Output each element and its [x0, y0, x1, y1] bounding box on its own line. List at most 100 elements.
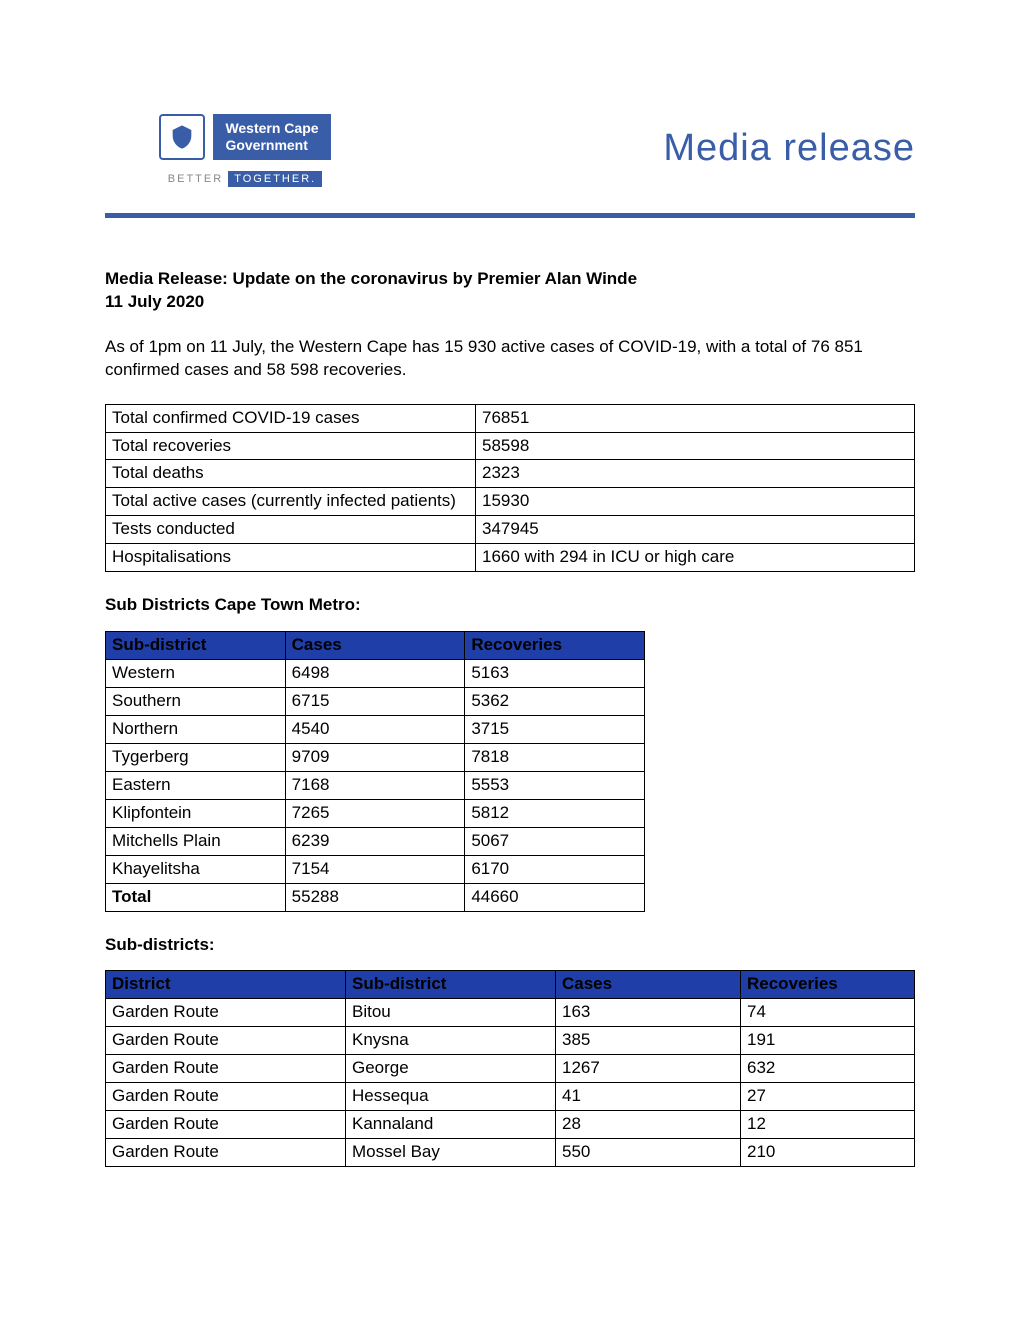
- table-cell: 55288: [285, 883, 465, 911]
- table-cell: 191: [741, 1027, 915, 1055]
- table-row: Total recoveries58598: [106, 432, 915, 460]
- table-row: Tygerberg97097818: [106, 743, 645, 771]
- table-cell: 210: [741, 1139, 915, 1167]
- districts-table: DistrictSub-districtCasesRecoveries Gard…: [105, 970, 915, 1167]
- table-cell: Bitou: [346, 999, 556, 1027]
- table-cell: 44660: [465, 883, 645, 911]
- table-row: Khayelitsha71546170: [106, 855, 645, 883]
- logo-text: Western Cape Government: [213, 114, 330, 160]
- column-header: Sub-district: [106, 632, 286, 660]
- table-cell: Mossel Bay: [346, 1139, 556, 1167]
- table-cell: Khayelitsha: [106, 855, 286, 883]
- metro-heading: Sub Districts Cape Town Metro:: [105, 594, 915, 617]
- total-row: Total5528844660: [106, 883, 645, 911]
- table-cell: Total: [106, 883, 286, 911]
- tagline: BETTER TOGETHER.: [168, 172, 322, 187]
- table-cell: 6239: [285, 827, 465, 855]
- table-cell: Klipfontein: [106, 799, 286, 827]
- summary-label: Total confirmed COVID-19 cases: [106, 404, 476, 432]
- banner-top: Western Cape Government BETTER TOGETHER.…: [105, 110, 915, 195]
- table-row: Total active cases (currently infected p…: [106, 488, 915, 516]
- table-cell: Northern: [106, 715, 286, 743]
- table-cell: Eastern: [106, 771, 286, 799]
- table-row: Garden RouteGeorge1267632: [106, 1055, 915, 1083]
- table-row: Garden RouteKnysna385191: [106, 1027, 915, 1055]
- summary-value: 58598: [476, 432, 915, 460]
- table-cell: 5362: [465, 688, 645, 716]
- summary-value: 347945: [476, 516, 915, 544]
- table-cell: 5812: [465, 799, 645, 827]
- table-cell: 41: [556, 1083, 741, 1111]
- table-cell: 5067: [465, 827, 645, 855]
- table-cell: 6170: [465, 855, 645, 883]
- table-row: Mitchells Plain62395067: [106, 827, 645, 855]
- table-cell: 5553: [465, 771, 645, 799]
- table-row: Garden RouteMossel Bay550210: [106, 1139, 915, 1167]
- table-cell: Garden Route: [106, 1139, 346, 1167]
- table-cell: Garden Route: [106, 1055, 346, 1083]
- table-row: Eastern71685553: [106, 771, 645, 799]
- table-cell: 385: [556, 1027, 741, 1055]
- column-header: Sub-district: [346, 971, 556, 999]
- table-cell: 6498: [285, 660, 465, 688]
- tagline-boxed: TOGETHER.: [228, 171, 322, 187]
- table-cell: 632: [741, 1055, 915, 1083]
- logo-block: Western Cape Government BETTER TOGETHER.: [105, 110, 385, 187]
- column-header: Cases: [556, 971, 741, 999]
- table-cell: 550: [556, 1139, 741, 1167]
- column-header: Recoveries: [741, 971, 915, 999]
- summary-value: 15930: [476, 488, 915, 516]
- table-cell: Knysna: [346, 1027, 556, 1055]
- summary-value: 76851: [476, 404, 915, 432]
- table-cell: 12: [741, 1111, 915, 1139]
- metro-table: Sub-districtCasesRecoveries Western64985…: [105, 631, 645, 911]
- logo-line2: Government: [225, 137, 318, 154]
- table-cell: 7168: [285, 771, 465, 799]
- table-cell: 163: [556, 999, 741, 1027]
- districts-heading: Sub-districts:: [105, 934, 915, 957]
- table-cell: 7265: [285, 799, 465, 827]
- table-row: Total confirmed COVID-19 cases76851: [106, 404, 915, 432]
- column-header: District: [106, 971, 346, 999]
- table-cell: 1267: [556, 1055, 741, 1083]
- table-row: Tests conducted347945: [106, 516, 915, 544]
- intro-paragraph: As of 1pm on 11 July, the Western Cape h…: [105, 336, 915, 382]
- table-row: Garden RouteHessequa4127: [106, 1083, 915, 1111]
- table-cell: Garden Route: [106, 1027, 346, 1055]
- table-row: Garden RouteBitou16374: [106, 999, 915, 1027]
- table-cell: Garden Route: [106, 999, 346, 1027]
- column-header: Cases: [285, 632, 465, 660]
- table-cell: 74: [741, 999, 915, 1027]
- header-banner: Western Cape Government BETTER TOGETHER.…: [105, 110, 915, 218]
- table-cell: George: [346, 1055, 556, 1083]
- table-cell: 28: [556, 1111, 741, 1139]
- table-row: Total deaths2323: [106, 460, 915, 488]
- table-row: Garden RouteKannaland2812: [106, 1111, 915, 1139]
- summary-value: 2323: [476, 460, 915, 488]
- table-row: Hospitalisations1660 with 294 in ICU or …: [106, 544, 915, 572]
- table-cell: 3715: [465, 715, 645, 743]
- table-cell: 27: [741, 1083, 915, 1111]
- table-cell: Tygerberg: [106, 743, 286, 771]
- table-cell: Mitchells Plain: [106, 827, 286, 855]
- table-cell: Garden Route: [106, 1083, 346, 1111]
- table-cell: 7154: [285, 855, 465, 883]
- summary-label: Tests conducted: [106, 516, 476, 544]
- crest-icon: [159, 114, 205, 160]
- table-cell: Western: [106, 660, 286, 688]
- table-cell: 7818: [465, 743, 645, 771]
- logo-main: Western Cape Government: [155, 110, 334, 164]
- table-cell: Kannaland: [346, 1111, 556, 1139]
- table-cell: 9709: [285, 743, 465, 771]
- summary-value: 1660 with 294 in ICU or high care: [476, 544, 915, 572]
- column-header: Recoveries: [465, 632, 645, 660]
- table-cell: Southern: [106, 688, 286, 716]
- logo-line1: Western Cape: [225, 120, 318, 137]
- table-cell: 6715: [285, 688, 465, 716]
- document-title: Media Release: Update on the coronavirus…: [105, 268, 915, 291]
- summary-table: Total confirmed COVID-19 cases76851Total…: [105, 404, 915, 573]
- table-row: Northern45403715: [106, 715, 645, 743]
- document-date: 11 July 2020: [105, 291, 915, 314]
- table-cell: Hessequa: [346, 1083, 556, 1111]
- summary-label: Total deaths: [106, 460, 476, 488]
